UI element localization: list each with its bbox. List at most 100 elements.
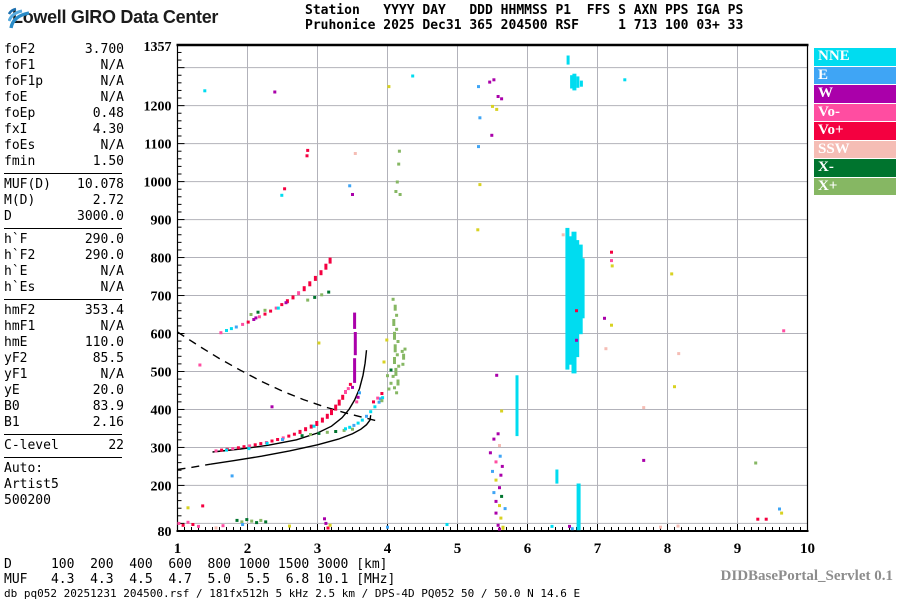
station-header-columns: Station YYYY DAY DDD HHMMSS P1 FFS S AXN… [305, 3, 744, 18]
parameter-row-ye: yE 20.0 [4, 383, 124, 399]
svg-text:6: 6 [524, 541, 532, 557]
legend-item-x: X- [814, 159, 896, 177]
parameter-label: foF1p [4, 74, 44, 89]
parameter-row-yf1: yF1 N/A [4, 367, 124, 383]
legend-item-x: X+ [814, 177, 896, 195]
parameter-label: h`Es [4, 280, 36, 295]
plot-gridlines [177, 46, 808, 531]
parameter-value: 85.5 [92, 351, 124, 366]
parameter-label: h`F [4, 232, 28, 247]
parameter-row-hf2: h`F2 290.0 [4, 248, 124, 264]
parameter-label: foF2 [4, 42, 36, 57]
svg-text:400: 400 [151, 403, 172, 418]
legend-item-e: E [814, 66, 896, 84]
parameter-value: N/A [100, 58, 124, 73]
giro-logo-text: Lowell GIRO Data Center [12, 7, 219, 27]
curve-profile_solid [210, 415, 372, 465]
svg-text:200: 200 [151, 479, 172, 494]
scaled-parameters-panel: foF2 3.700 foF1 N/A foF1p N/A foE N/A foEp 0.48 fx… [4, 42, 124, 509]
panel-separator [4, 173, 122, 174]
parameter-label: hmE [4, 335, 28, 350]
svg-text:1: 1 [174, 541, 182, 557]
parameter-value: N/A [100, 74, 124, 89]
parameter-label: MUF(D) [4, 177, 51, 192]
station-header: Station YYYY DAY DDD HHMMSS P1 FFS S AXN… [305, 3, 744, 33]
parameter-row-fxi: fxI 4.30 [4, 122, 124, 138]
parameter-value: 10.078 [77, 177, 124, 192]
parameter-label: fmin [4, 154, 36, 169]
curve-muf_transmission_dashed [177, 331, 378, 422]
parameter-value: 4.30 [92, 122, 124, 137]
svg-text:1100: 1100 [144, 138, 171, 153]
parameter-value: N/A [100, 90, 124, 105]
parameter-row-foe: foE N/A [4, 90, 124, 106]
parameter-row-fof1p: foF1p N/A [4, 74, 124, 90]
svg-text:3: 3 [314, 541, 322, 557]
parameter-label: hmF1 [4, 319, 36, 334]
parameter-value: 2.72 [92, 193, 124, 208]
plot-frame [176, 43, 809, 532]
parameter-label: foE [4, 90, 28, 105]
parameter-row-hme: hmE 110.0 [4, 335, 124, 351]
parameter-value: 0.48 [92, 106, 124, 121]
parameter-row-foep: foEp 0.48 [4, 106, 124, 122]
parameter-row-b1: B1 2.16 [4, 415, 124, 431]
parameter-row-md: M(D) 2.72 [4, 193, 124, 209]
parameter-label: yF2 [4, 351, 28, 366]
parameter-value: 1.50 [92, 154, 124, 169]
parameter-value: N/A [100, 280, 124, 295]
giro-logo: Lowell GIRO Data Center [8, 7, 219, 29]
echo-points [177, 74, 786, 531]
autoscaling-info-line: Auto: [4, 461, 44, 476]
parameter-value: 290.0 [84, 248, 124, 263]
parameter-label: M(D) [4, 193, 36, 208]
parameter-row-foes: foEs N/A [4, 138, 124, 154]
parameter-row-he: h`E N/A [4, 264, 124, 280]
parameter-label: B1 [4, 415, 20, 430]
svg-text:1357: 1357 [144, 40, 172, 55]
curve-profile_extrapolation_dashed [177, 463, 211, 471]
legend-item-nne: NNE [814, 48, 896, 66]
parameter-value: 83.9 [92, 399, 124, 414]
svg-text:80: 80 [158, 525, 172, 540]
parameter-value: N/A [100, 138, 124, 153]
parameter-row-hes: h`Es N/A [4, 280, 124, 296]
legend-item-ssw: SSW [814, 140, 896, 158]
parameter-value: 20.0 [92, 383, 124, 398]
parameter-label: B0 [4, 399, 20, 414]
parameter-value: N/A [100, 319, 124, 334]
parameter-value: 3.700 [84, 42, 124, 57]
autoscaling-info-line: Artist5 [4, 477, 59, 492]
parameter-value: 2.16 [92, 415, 124, 430]
parameter-label: foF1 [4, 58, 36, 73]
trace-fit-curves [177, 331, 378, 471]
parameter-label: foEp [4, 106, 36, 121]
distance-row: D 100 200 400 600 800 1000 1500 3000 [km… [4, 557, 388, 572]
parameter-value: 353.4 [84, 303, 124, 318]
svg-text:4: 4 [384, 541, 392, 557]
parameter-label: h`E [4, 264, 28, 279]
panel-separator [4, 299, 122, 300]
panel-separator [4, 228, 122, 229]
parameter-label: hmF2 [4, 303, 36, 318]
legend-item-vo: Vo+ [814, 122, 896, 140]
svg-text:2: 2 [244, 541, 252, 557]
panel-separator [4, 457, 122, 458]
axis-ticks [177, 51, 808, 532]
parameter-value: 290.0 [84, 232, 124, 247]
legend-item-w: W [814, 85, 896, 103]
capture-status-line: db pq052 20251231 204500.rsf / 181fx512h… [4, 587, 581, 600]
parameter-row-mufd: MUF(D) 10.078 [4, 177, 124, 193]
svg-text:5: 5 [454, 541, 462, 557]
parameter-label: fxI [4, 122, 28, 137]
parameter-row-b0: B0 83.9 [4, 399, 124, 415]
svg-text:7: 7 [594, 541, 602, 557]
svg-text:10: 10 [800, 541, 815, 557]
curve-f_trace_fit_solid [212, 350, 368, 453]
parameter-row-fof2: foF2 3.700 [4, 42, 124, 58]
parameter-row-d: D 3000.0 [4, 209, 124, 225]
parameter-row-clevel: C-level 22 [4, 438, 124, 454]
parameter-value: 3000.0 [77, 209, 124, 224]
svg-text:900: 900 [151, 214, 172, 229]
